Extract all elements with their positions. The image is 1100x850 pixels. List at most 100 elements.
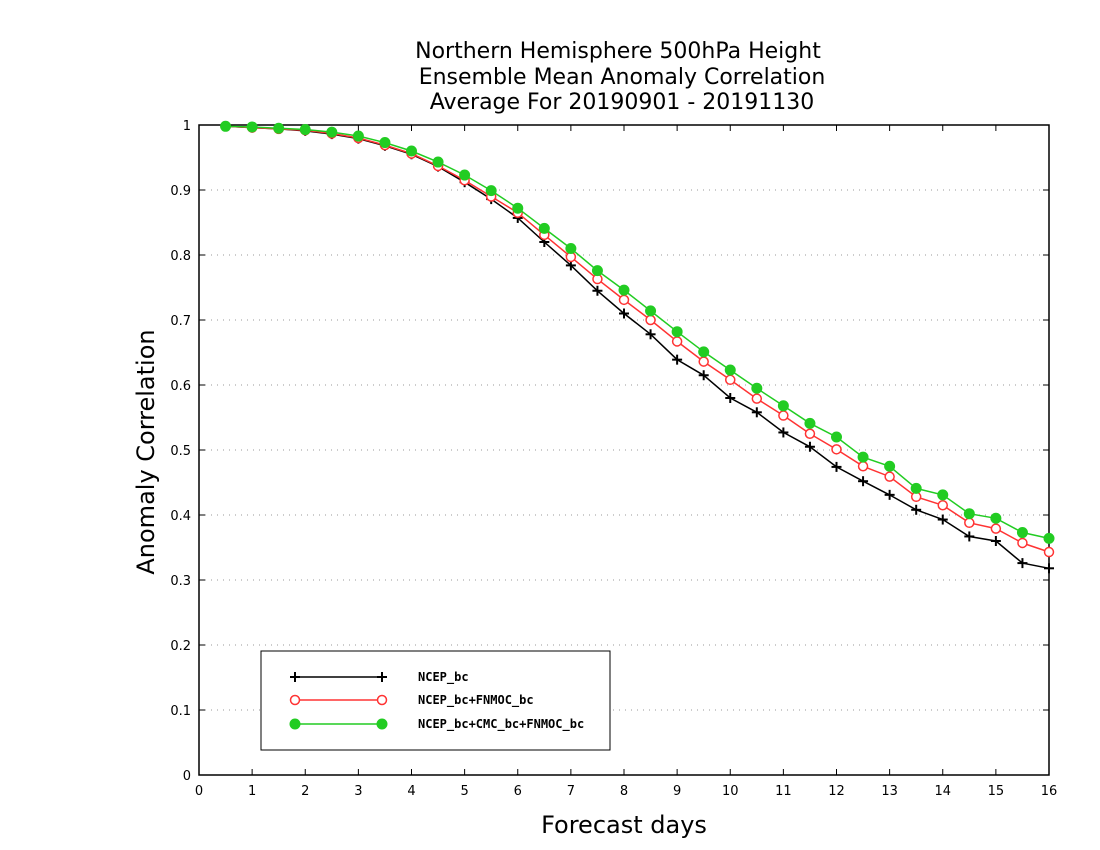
data-point: [672, 354, 683, 365]
legend-marker: [376, 718, 388, 730]
x-tick-label: 0: [195, 784, 203, 799]
data-point: [698, 370, 709, 381]
x-tick-label: 4: [407, 784, 415, 799]
data-point: [804, 428, 816, 439]
x-tick-label: 11: [775, 784, 792, 799]
chart-title-line-3: Average For 20190901 - 20191130: [430, 90, 815, 115]
series-area: [220, 120, 1055, 574]
y-tick-label: 0.9: [170, 184, 191, 199]
x-tick-label: 6: [514, 784, 522, 799]
data-point: [858, 476, 869, 487]
y-tick-label: 1: [183, 119, 191, 134]
data-point: [857, 451, 869, 463]
x-tick-label: 9: [673, 784, 681, 799]
x-axis: 0 1 2 3 4 5 6 7 8 9 10 11 12 13 14 15 16: [195, 125, 1057, 799]
y-tick-label: 0.8: [170, 249, 191, 264]
data-point: [1043, 546, 1055, 558]
data-point: [432, 156, 444, 168]
data-point: [910, 482, 922, 494]
data-point: [884, 460, 896, 472]
data-point: [299, 124, 311, 136]
data-point: [990, 536, 1001, 546]
x-axis-title: Forecast days: [541, 811, 707, 839]
data-point: [618, 294, 630, 306]
x-tick-label: 1: [248, 784, 256, 799]
data-point: [618, 284, 630, 296]
data-point: [512, 202, 524, 214]
x-tick-label: 2: [301, 784, 309, 799]
data-point: [645, 305, 657, 317]
data-point: [778, 427, 789, 438]
x-tick-label: 15: [988, 784, 1005, 799]
data-point: [804, 441, 815, 452]
data-point: [698, 356, 709, 367]
data-point: [831, 461, 842, 472]
data-point: [671, 326, 683, 338]
data-point: [751, 393, 763, 404]
x-tick-label: 13: [881, 784, 898, 799]
legend-marker: [376, 694, 388, 706]
y-tick-label: 0.4: [170, 509, 191, 524]
data-point: [964, 531, 975, 542]
data-point: [645, 314, 656, 326]
data-point: [725, 393, 736, 403]
legend-label: NCEP_bc: [418, 670, 469, 685]
x-tick-label: 3: [354, 784, 362, 799]
y-tick-label: 0.1: [170, 704, 191, 719]
data-point: [485, 185, 497, 197]
legend-marker: [289, 718, 301, 730]
data-point: [1017, 558, 1028, 569]
data-point: [1016, 527, 1028, 539]
x-tick-label: 5: [460, 784, 468, 799]
data-point: [1044, 563, 1054, 574]
chart-title: Northern Hemisphere 500hPa Height Ensemb…: [415, 39, 825, 115]
y-tick-label: 0: [183, 769, 191, 784]
x-tick-label: 12: [828, 784, 845, 799]
data-point: [273, 122, 285, 134]
y-axis: 0 0.1 0.2 0.3 0.4 0.5 0.6 0.7 0.8 0.9 1: [170, 119, 1049, 784]
data-point: [538, 222, 550, 234]
x-tick-label: 7: [567, 784, 575, 799]
data-point: [990, 523, 1002, 534]
legend: NCEP_bc NCEP_bc+FNMOC_bc NCEP_bc+CMC_bc+FN…: [260, 650, 611, 751]
x-tick-label: 16: [1041, 784, 1058, 799]
legend-marker: [290, 672, 300, 682]
legend-item: NCEP_bc: [290, 670, 469, 685]
data-point: [645, 329, 656, 340]
series-2: [220, 120, 1055, 544]
data-point: [592, 285, 603, 296]
data-point: [619, 308, 629, 319]
data-point: [591, 265, 603, 277]
data-point: [831, 444, 842, 455]
data-point: [246, 121, 258, 133]
data-point: [326, 126, 338, 138]
data-point: [831, 431, 842, 443]
data-point: [671, 336, 683, 347]
data-point: [751, 407, 762, 418]
legend-box: [260, 650, 611, 751]
data-point: [963, 508, 975, 520]
legend-marker: [377, 672, 387, 682]
data-point: [937, 489, 949, 501]
data-point: [459, 169, 471, 181]
data-point: [724, 364, 736, 376]
data-point: [777, 400, 789, 412]
y-tick-label: 0.2: [170, 639, 191, 654]
data-point: [220, 120, 232, 132]
data-point: [937, 500, 948, 511]
y-axis-title: Anomaly Correlation: [132, 329, 160, 574]
legend-marker: [289, 694, 301, 706]
y-tick-label: 0.7: [170, 314, 191, 329]
x-tick-label: 8: [620, 784, 628, 799]
data-point: [804, 417, 816, 429]
series-0: [220, 121, 1054, 574]
data-point: [565, 243, 577, 254]
y-tick-label: 0.5: [170, 444, 191, 459]
series-line: [225, 125, 1050, 540]
legend-label: NCEP_bc+FNMOC_bc: [418, 693, 534, 708]
data-point: [1017, 537, 1028, 549]
data-point: [778, 410, 789, 421]
data-point: [884, 471, 895, 482]
data-point: [857, 461, 869, 472]
